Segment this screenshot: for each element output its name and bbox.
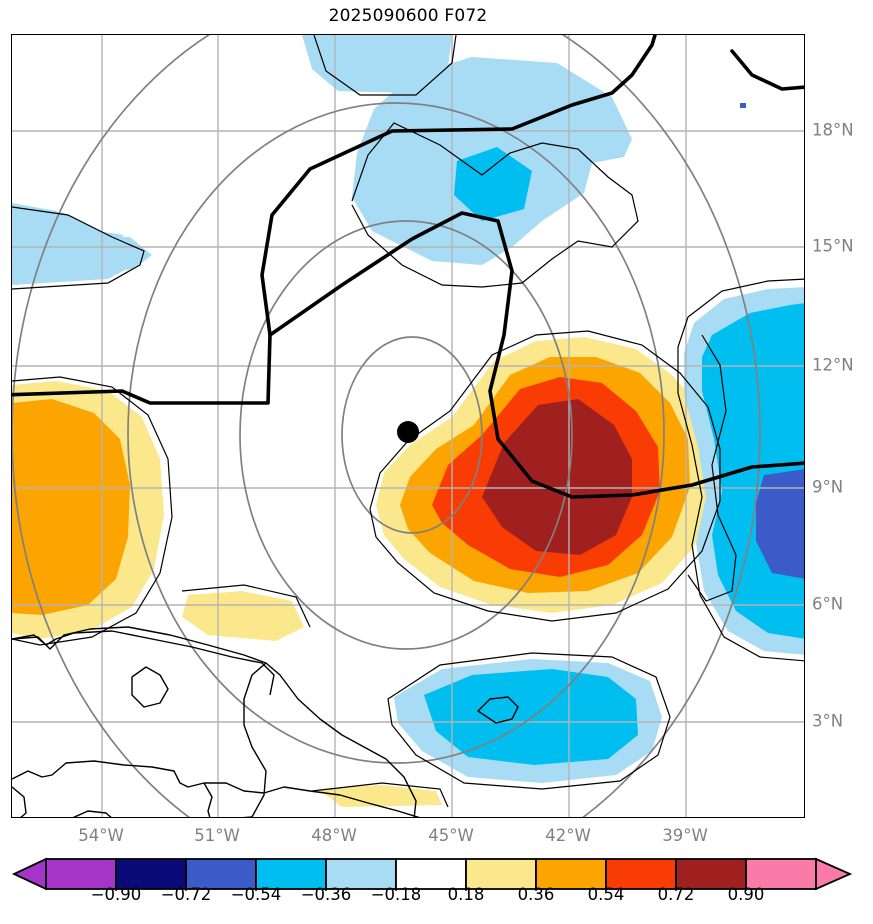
colorbar-tick-7: 0.54: [587, 885, 625, 904]
ytick-18n: 18°N: [812, 120, 854, 140]
colorbar-tick-6: 0.36: [517, 885, 555, 904]
coastline: [12, 626, 519, 817]
xtick-42w: 42°W: [545, 826, 591, 845]
west-warm-anomaly-shading: [12, 381, 164, 639]
colorbar-swatches: [11, 857, 853, 891]
colorbar-swatch-pink: [745, 858, 817, 890]
colorbar-tick-9: 0.90: [727, 885, 765, 904]
colorbar-tick-0: −0.90: [90, 885, 142, 904]
primary-isoline-contour: [12, 35, 804, 499]
ytick-6n: 6°N: [812, 594, 844, 614]
colorbar-tick-5: 0.18: [447, 885, 485, 904]
anomaly-contour-lines: [12, 35, 804, 808]
colorbar-tick-2: −0.54: [230, 885, 282, 904]
ytick-3n: 3°N: [812, 711, 844, 731]
ytick-15n: 15°N: [812, 236, 854, 256]
colorbar-extend-min: [11, 857, 47, 891]
xtick-51w: 51°W: [194, 826, 240, 845]
xtick-45w: 45°W: [428, 826, 474, 845]
ytick-12n: 12°N: [812, 355, 854, 375]
colorbar-swatch-navy: [115, 858, 187, 890]
colorbar-tick-3: −0.36: [300, 885, 352, 904]
ytick-9n: 9°N: [812, 477, 844, 497]
main-warm-anomaly-shading: [376, 337, 712, 613]
northwest-cool-anomaly-shading: [12, 203, 152, 285]
far-north-cool-patch: [302, 35, 452, 93]
colorbar-swatch-orange: [535, 858, 607, 890]
storm-center-dot[interactable]: [397, 421, 419, 443]
colorbar[interactable]: −0.90 −0.72 −0.54 −0.36 −0.18 0.18 0.36 …: [0, 857, 873, 924]
storm-range-rings: [12, 35, 761, 817]
coast-warm-sliver-shading: [182, 591, 304, 641]
colorbar-tick-8: 0.72: [657, 885, 695, 904]
xtick-48w: 48°W: [311, 826, 357, 845]
map-canvas: [12, 35, 804, 817]
xtick-54w: 54°W: [78, 826, 124, 845]
colorbar-tick-1: −0.72: [160, 885, 212, 904]
colorbar-swatch-white: [395, 858, 467, 890]
xtick-39w: 39°W: [662, 826, 708, 845]
map-axes[interactable]: [11, 34, 805, 818]
colorbar-extend-max: [815, 857, 853, 891]
colorbar-swatch-red-orange: [605, 858, 677, 890]
page-title: 2025090600 F072: [328, 6, 488, 26]
east-cool-anomaly-shading: [684, 103, 804, 655]
colorbar-tick-4: −0.18: [370, 885, 422, 904]
